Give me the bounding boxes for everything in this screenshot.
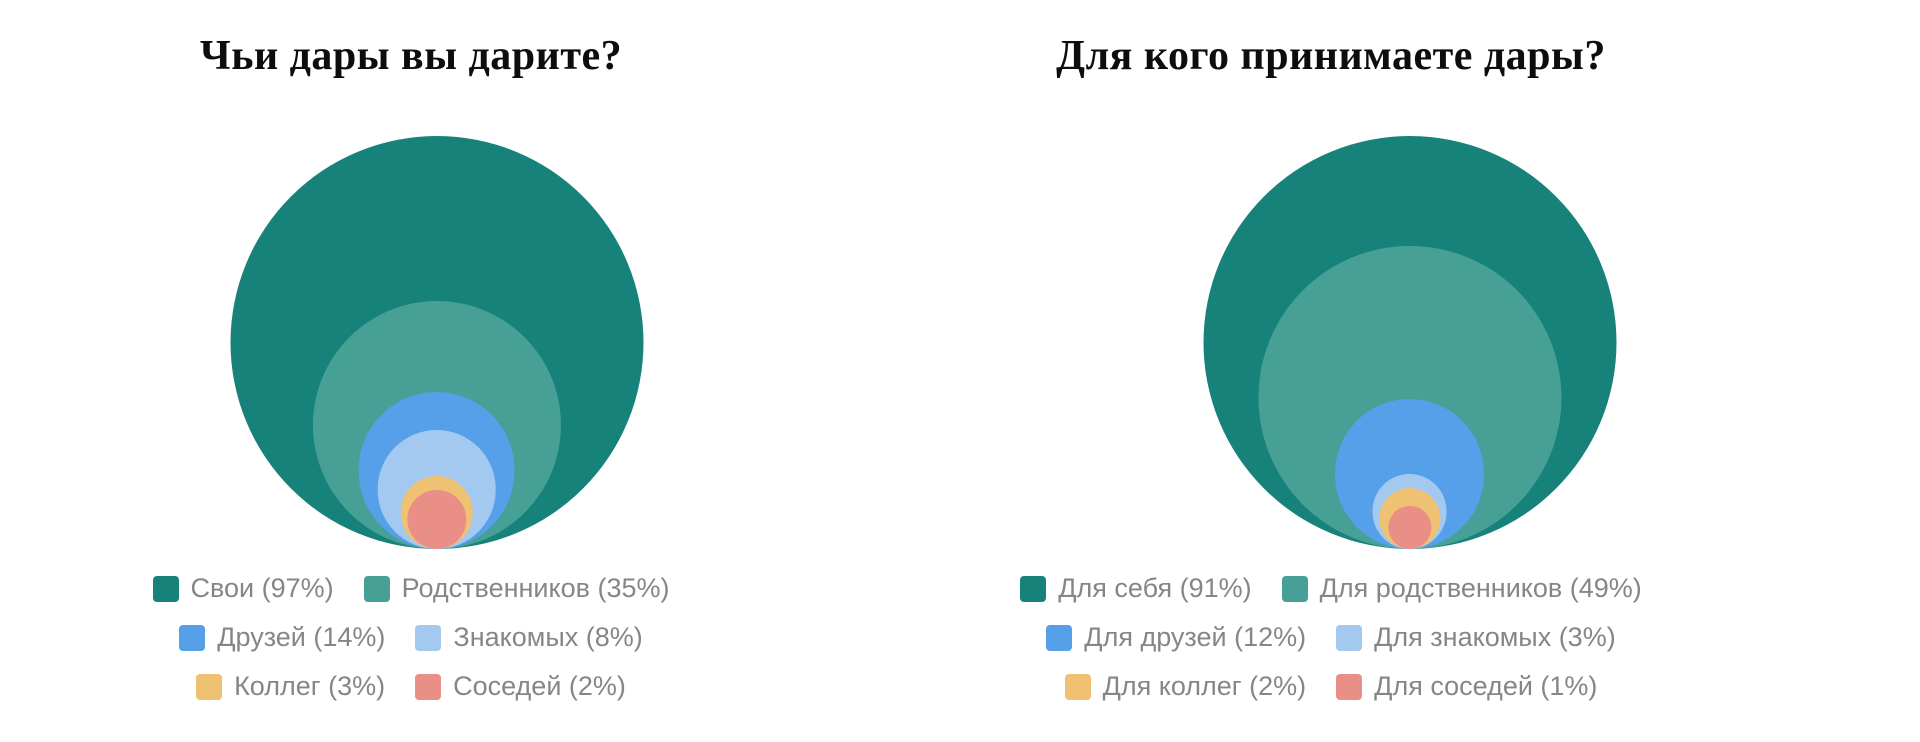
legend-row: Для друзей (12%) Для знакомых (3%) (1046, 624, 1616, 651)
legend-item: Знакомых (8%) (415, 622, 643, 652)
legend-item: Для родственников (49%) (1281, 573, 1642, 603)
legend-label: Для знакомых (3%) (1374, 622, 1616, 652)
legend-label: Знакомых (8%) (453, 622, 643, 652)
legend-row: Для коллег (2%) Для соседей (1%) (1064, 671, 1597, 701)
legend-item: Родственников (35%) (363, 573, 670, 603)
legend-row: Свои (97%) Родственников (35%) (152, 573, 670, 603)
legend-swatch-icon (363, 575, 390, 602)
legend-swatch-icon (1336, 624, 1363, 651)
legend-label: Друзей (14%) (217, 622, 386, 652)
legend-swatch-icon (1020, 575, 1047, 602)
legend-swatch-icon (179, 624, 206, 651)
legend-item: Соседей (2%) (415, 673, 626, 700)
legend-row: Для себя (91%) Для родственников (49%) (1020, 575, 1642, 602)
legend-item: Для друзей (12%) (1046, 624, 1306, 651)
legend-item: Для коллег (2%) (1064, 671, 1307, 701)
legend-label: Для себя (91%) (1058, 573, 1252, 603)
legend-item: Коллег (3%) (196, 673, 385, 700)
legend-swatch-icon (1336, 673, 1363, 700)
legend: Для себя (91%) Для родственников (49%) Для… (831, 575, 1831, 700)
bubble-circle (230, 136, 643, 549)
legend-swatch-icon (415, 673, 442, 700)
legend-item: Для соседей (1%) (1336, 673, 1597, 700)
legend-swatch-icon (1281, 575, 1308, 602)
bubble-circle (377, 430, 496, 549)
legend-label: Для коллег (2%) (1102, 671, 1307, 701)
bubble-circle (1257, 245, 1562, 549)
legend-swatch-icon (1046, 624, 1073, 651)
legend-label: Для соседей (1%) (1374, 671, 1598, 701)
bubble-circle (1372, 474, 1447, 549)
legend-swatch-icon (415, 624, 442, 651)
bubble-circle (1378, 487, 1441, 549)
bubble-circle (1203, 136, 1616, 549)
chart-title-gifts-given: Чьи дары вы дарите? (199, 33, 623, 79)
bubble-circle (312, 300, 561, 549)
bubble-circle (1387, 505, 1432, 549)
legend-label: Для друзей (12%) (1084, 622, 1307, 652)
legend-label: Свои (97%) (190, 573, 334, 603)
legend-row: Друзей (14%) Знакомых (8%) (179, 624, 643, 651)
legend: Свои (97%) Родственников (35%) Друзей (14%… (0, 575, 822, 700)
legend-item: Для себя (91%) (1020, 573, 1252, 603)
legend-swatch-icon (196, 673, 223, 700)
legend-item: Друзей (14%) (179, 624, 385, 651)
bubble-circle (406, 489, 467, 549)
bubble-circle (400, 476, 473, 549)
legend-label: Соседей (2%) (453, 671, 626, 701)
bubble-circle (358, 392, 515, 549)
bubble-stack (1203, 136, 1616, 549)
legend-label: Родственников (35%) (401, 573, 670, 603)
bubble-circle (1334, 399, 1485, 549)
legend-swatch-icon (1064, 673, 1091, 700)
legend-item: Для знакомых (3%) (1336, 624, 1616, 651)
legend-label: Коллег (3%) (234, 671, 386, 701)
chart-title-gifts-received: Для кого принимаете дары? (1056, 33, 1606, 79)
legend-item: Свои (97%) (152, 573, 334, 603)
legend-swatch-icon (152, 575, 179, 602)
legend-row: Коллег (3%) Соседей (2%) (196, 673, 626, 700)
legend-label: Для родственников (49%) (1319, 573, 1642, 603)
bubble-stack (230, 136, 643, 549)
